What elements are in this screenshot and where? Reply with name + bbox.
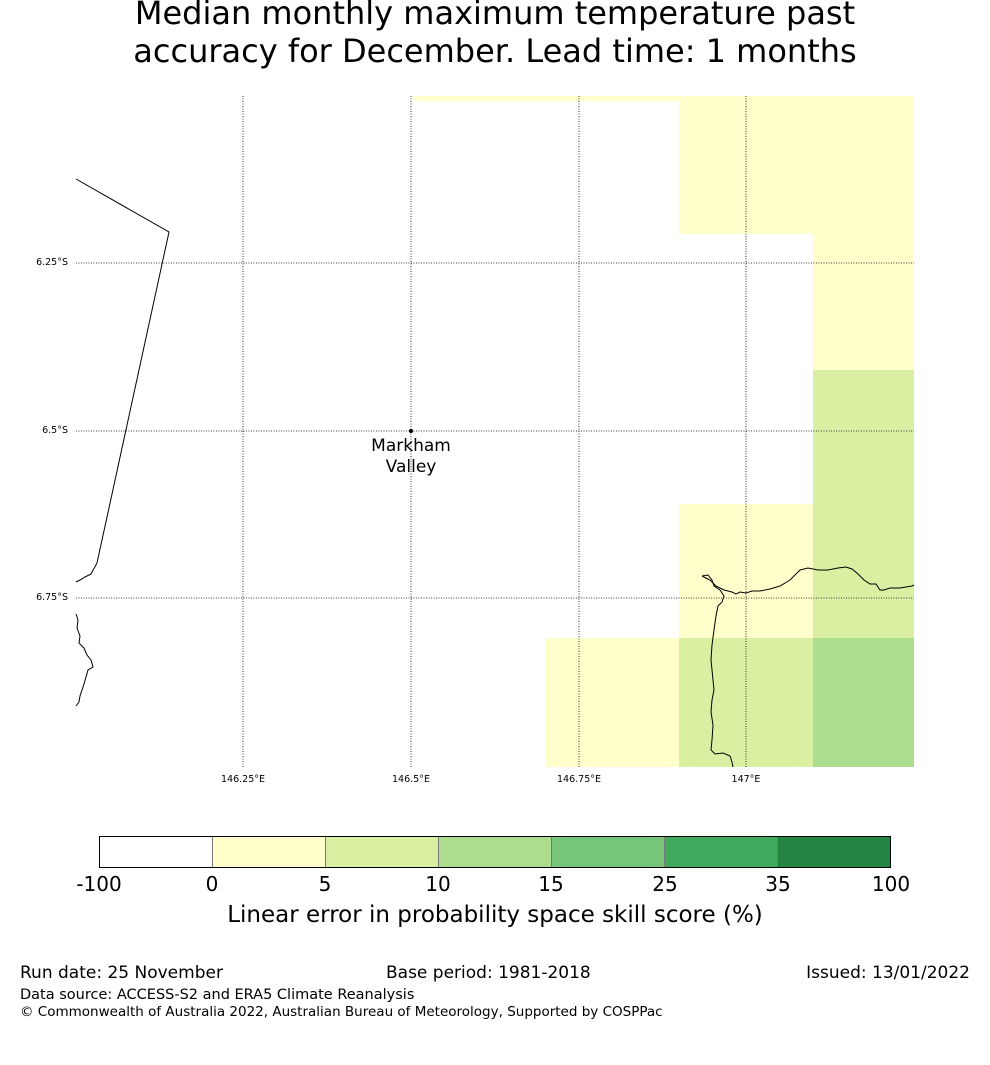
- map-panel: [75, 96, 915, 768]
- lon-label-146-75: 146.75°E: [557, 774, 601, 785]
- colorbar-tick: 25: [652, 872, 678, 896]
- cell-right-upper: [813, 234, 914, 370]
- copyright: © Commonwealth of Australia 2022, Austra…: [20, 1004, 663, 1020]
- colorbar-segment: [439, 837, 552, 867]
- colorbar-segment: [665, 837, 778, 867]
- cell-right-mid: [813, 370, 914, 638]
- colorbar-tick: 15: [538, 872, 564, 896]
- map-title: Median monthly maximum temperature past …: [0, 0, 990, 70]
- colorbar-label: Linear error in probability space skill …: [227, 902, 763, 928]
- colorbar-tick: 10: [425, 872, 451, 896]
- colorbar-segment: [778, 837, 890, 867]
- base-period: Base period: 1981-2018: [386, 963, 591, 983]
- lat-label-6-75: 6.75°S: [36, 592, 68, 603]
- run-date: Run date: 25 November: [20, 963, 223, 983]
- cell-top-strip: [413, 96, 679, 101]
- lon-label-146-5: 146.5°E: [392, 774, 430, 785]
- colorbar-tick: 0: [205, 872, 219, 896]
- colorbar-tick: 5: [318, 872, 332, 896]
- coastlines: [75, 178, 915, 768]
- markham-valley-marker: [409, 429, 413, 433]
- colorbar-segment: [100, 837, 213, 867]
- lat-label-6-5: 6.5°S: [42, 425, 68, 436]
- colorbar-segment: [552, 837, 665, 867]
- boundary-line-west: [75, 178, 170, 583]
- coastline-gulf: [701, 566, 915, 595]
- colorbar: [99, 836, 891, 868]
- lon-label-147: 147°E: [731, 774, 761, 785]
- lon-label-146-25: 146.25°E: [221, 774, 265, 785]
- cell-top-right: [679, 96, 914, 234]
- data-source: Data source: ACCESS-S2 and ERA5 Climate …: [20, 987, 415, 1003]
- issued-date: Issued: 13/01/2022: [806, 963, 970, 983]
- cell-bottom-mid: [679, 638, 813, 767]
- title-line-1: Median monthly maximum temperature past: [134, 0, 856, 32]
- skill-cells: [413, 96, 914, 767]
- colorbar-segment: [213, 837, 326, 867]
- coastline-east: [701, 574, 734, 768]
- cell-bottom-left: [545, 638, 679, 767]
- coastline-west: [75, 613, 94, 707]
- lat-label-6-25: 6.25°S: [36, 257, 68, 268]
- colorbar-tick: 35: [765, 872, 791, 896]
- cell-bottom-right: [813, 638, 914, 767]
- colorbar-tick: 100: [871, 872, 911, 896]
- place-label-markham-valley: Markham Valley: [371, 436, 451, 477]
- colorbar-tick: -100: [76, 872, 122, 896]
- title-line-2: accuracy for December. Lead time: 1 mont…: [133, 32, 857, 70]
- colorbar-segment: [326, 837, 439, 867]
